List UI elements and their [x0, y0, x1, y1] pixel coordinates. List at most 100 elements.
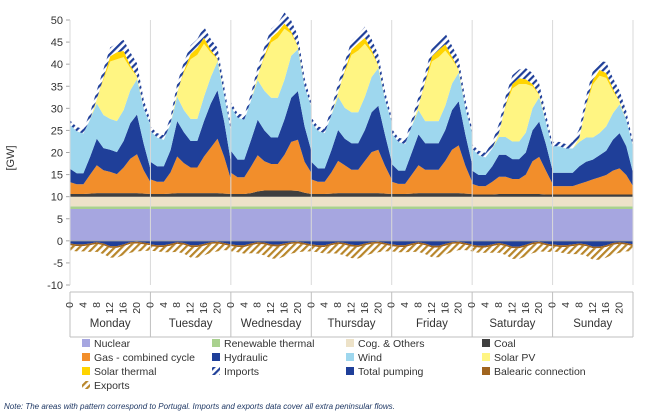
area-exports-tuesday — [150, 243, 231, 258]
area-wind-friday — [391, 72, 473, 171]
y-tick-label: 40 — [51, 59, 63, 71]
area-nuclear-saturday — [472, 209, 553, 241]
day-label-thursday: Thursday — [328, 318, 376, 330]
legend-swatch-total-pumping — [346, 367, 354, 375]
hour-tick-label: 0 — [144, 302, 156, 308]
hour-tick-label: 16 — [359, 302, 371, 314]
area-balearic-connection-friday — [391, 241, 473, 248]
chart-note: Note: The areas with pattern correspond … — [4, 402, 395, 411]
area-hydraulic-thursday — [311, 105, 392, 182]
area-nuclear-wednesday — [230, 209, 312, 241]
legend-swatch-imports — [212, 367, 220, 375]
hour-tick-label: 20 — [533, 302, 545, 314]
hour-tick-label: 12 — [506, 302, 518, 314]
area-nuclear-monday — [70, 209, 151, 241]
legend-label-nuclear: Nuclear — [94, 338, 131, 350]
hour-tick-label: 0 — [466, 302, 478, 308]
hour-tick-label: 4 — [560, 302, 572, 308]
legend-swatch-renewable-thermal — [212, 339, 220, 347]
area-solar-thermal-tuesday — [150, 37, 231, 140]
area-cog-others-sunday — [552, 196, 633, 207]
area-total-pumping-thursday — [311, 240, 392, 246]
y-tick-label: 20 — [51, 148, 63, 160]
area-exports-wednesday — [230, 243, 312, 259]
area-renewable-thermal-sunday — [552, 206, 633, 209]
legend-label-hydraulic: Hydraulic — [224, 352, 268, 364]
hour-tick-label: 20 — [292, 302, 304, 314]
legend-swatch-hydraulic — [212, 353, 220, 361]
area-balearic-connection-tuesday — [150, 241, 231, 247]
hour-tick-label: 0 — [305, 302, 317, 308]
area-solar-pv-wednesday — [230, 28, 312, 120]
area-cog-others-friday — [391, 196, 473, 207]
legend-swatch-balearic-connection — [482, 367, 490, 375]
area-imports-sunday — [552, 61, 633, 149]
legend-swatch-solar-thermal — [82, 367, 90, 375]
hour-tick-label: 16 — [600, 302, 612, 314]
legend-label-total-pumping: Total pumping — [358, 366, 424, 378]
area-imports-monday — [70, 39, 151, 134]
area-solar-pv-thursday — [311, 43, 392, 134]
area-balearic-connection-monday — [70, 241, 151, 248]
y-tick-label: -10 — [47, 280, 63, 292]
y-tick-label: 25 — [51, 125, 63, 137]
area-balearic-connection-thursday — [311, 241, 392, 247]
hour-tick-label: 16 — [278, 302, 290, 314]
legend-swatch-solar-pv — [482, 353, 490, 361]
area-cog-others-monday — [70, 196, 151, 207]
hour-tick-label: 0 — [547, 302, 559, 308]
area-nuclear-friday — [391, 209, 473, 241]
area-exports-thursday — [311, 243, 392, 259]
hour-tick-label: 16 — [520, 302, 532, 314]
hour-tick-label: 20 — [372, 302, 384, 314]
area-wind-wednesday — [230, 49, 312, 160]
hour-tick-label: 16 — [198, 302, 210, 314]
area-coal-thursday — [311, 193, 392, 197]
hour-tick-label: 16 — [439, 302, 451, 314]
area-cog-others-saturday — [472, 196, 553, 207]
area-coal-sunday — [552, 194, 633, 197]
plot-areas — [70, 12, 633, 260]
area-nuclear-thursday — [311, 209, 392, 241]
area-exports-sunday — [552, 243, 633, 260]
area-coal-friday — [391, 193, 473, 197]
hour-tick-label: 0 — [64, 302, 76, 308]
hour-tick-label: 12 — [104, 302, 116, 314]
hour-tick-label: 0 — [225, 302, 237, 308]
y-tick-label: 5 — [57, 214, 63, 226]
y-tick-label: 10 — [51, 192, 63, 204]
area-balearic-connection-wednesday — [230, 241, 312, 247]
y-tick-label: 45 — [51, 37, 63, 49]
area-total-pumping-tuesday — [150, 240, 231, 246]
hour-tick-label: 4 — [238, 302, 250, 308]
area-solar-pv-saturday — [472, 84, 553, 158]
legend-label-coal: Coal — [494, 338, 516, 350]
legend-label-cog-others: Cog. & Others — [358, 338, 425, 350]
area-total-pumping-friday — [391, 240, 473, 246]
area-cog-others-tuesday — [150, 196, 231, 207]
area-hydraulic-tuesday — [150, 90, 231, 182]
area-solar-pv-tuesday — [150, 43, 231, 140]
area-wind-sunday — [552, 104, 633, 173]
hour-tick-label: 12 — [346, 302, 358, 314]
legend-swatch-gas-combined-cycle — [82, 353, 90, 361]
legend-swatch-nuclear — [82, 339, 90, 347]
area-gas-combined-cycle-sunday — [552, 168, 633, 195]
hour-tick-label: 16 — [118, 302, 130, 314]
hour-tick-label: 12 — [587, 302, 599, 314]
legend-label-gas-combined-cycle: Gas - combined cycle — [94, 352, 195, 364]
area-cog-others-thursday — [311, 196, 392, 207]
area-exports-saturday — [472, 243, 553, 259]
area-hydraulic-monday — [70, 114, 151, 185]
area-exports-monday — [70, 243, 151, 258]
legend-label-balearic-connection: Balearic connection — [494, 366, 586, 378]
area-hydraulic-saturday — [472, 121, 553, 187]
legend-swatch-cog-others — [346, 339, 354, 347]
area-renewable-thermal-tuesday — [150, 206, 231, 209]
legend-label-solar-thermal: Solar thermal — [94, 366, 156, 378]
area-wind-saturday — [472, 97, 553, 175]
area-solar-pv-sunday — [552, 75, 633, 149]
hour-tick-label: 4 — [480, 302, 492, 308]
area-exports-friday — [391, 243, 473, 258]
